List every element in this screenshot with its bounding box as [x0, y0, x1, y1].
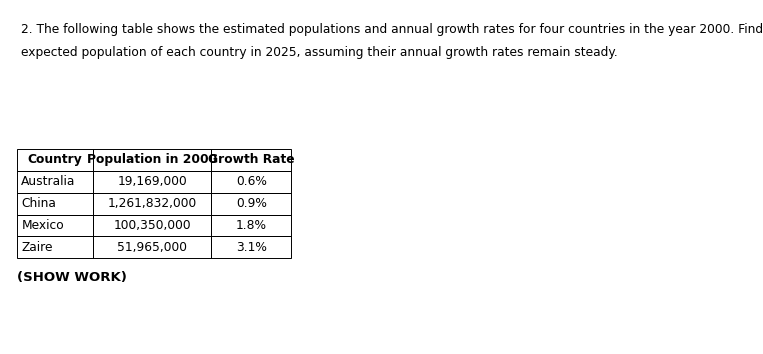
- Text: Mexico: Mexico: [21, 219, 64, 232]
- Bar: [93, 171, 211, 193]
- Text: 0.6%: 0.6%: [236, 175, 267, 188]
- Text: expected population of each country in 2025, assuming their annual growth rates : expected population of each country in 2…: [21, 46, 618, 59]
- Bar: [93, 236, 211, 258]
- Text: Australia: Australia: [21, 175, 76, 188]
- Bar: [17, 193, 93, 215]
- Text: 0.9%: 0.9%: [236, 197, 267, 210]
- Text: 2. The following table shows the estimated populations and annual growth rates f: 2. The following table shows the estimat…: [21, 23, 763, 36]
- Bar: [211, 215, 291, 236]
- Text: Growth Rate: Growth Rate: [208, 153, 295, 166]
- Text: China: China: [21, 197, 56, 210]
- Text: 3.1%: 3.1%: [236, 241, 267, 254]
- Text: 1,261,832,000: 1,261,832,000: [108, 197, 197, 210]
- Text: Population in 2000: Population in 2000: [87, 153, 217, 166]
- Bar: [93, 149, 211, 171]
- Text: 1.8%: 1.8%: [236, 219, 267, 232]
- Bar: [17, 236, 93, 258]
- Bar: [17, 149, 93, 171]
- Bar: [93, 193, 211, 215]
- Bar: [211, 193, 291, 215]
- Bar: [17, 171, 93, 193]
- Text: (SHOW WORK): (SHOW WORK): [17, 271, 127, 284]
- Bar: [211, 149, 291, 171]
- Text: 100,350,000: 100,350,000: [114, 219, 191, 232]
- Text: 19,169,000: 19,169,000: [118, 175, 187, 188]
- Bar: [211, 236, 291, 258]
- Text: Zaire: Zaire: [21, 241, 53, 254]
- Text: Country: Country: [27, 153, 82, 166]
- Bar: [93, 215, 211, 236]
- Text: 51,965,000: 51,965,000: [118, 241, 187, 254]
- Bar: [17, 215, 93, 236]
- Bar: [211, 171, 291, 193]
